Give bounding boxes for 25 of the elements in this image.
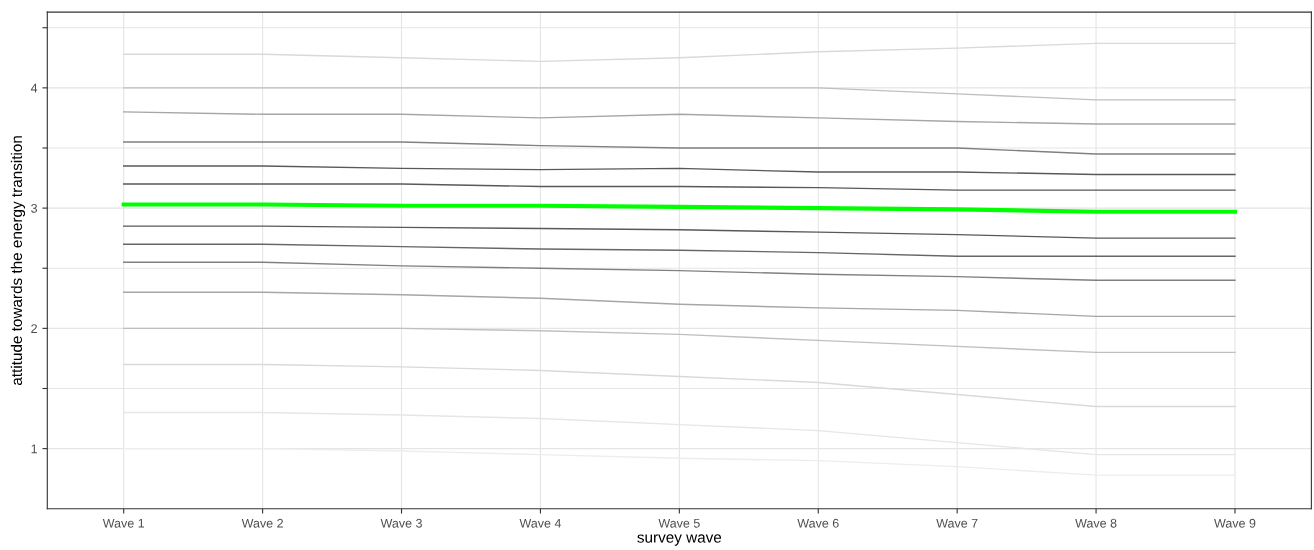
x-tick-label: Wave 1	[102, 518, 145, 528]
line-series	[123, 291, 1236, 318]
y-tick-label: 1	[31, 444, 37, 454]
line-series	[121, 202, 1238, 214]
x-tick-label: Wave 6	[797, 518, 839, 528]
x-tick-label: Wave 9	[1214, 518, 1256, 528]
x-tick-label: Wave 3	[380, 518, 422, 528]
x-axis-title: survey wave	[637, 534, 722, 546]
line-series	[123, 327, 1236, 354]
y-tick-label: 2	[31, 324, 37, 333]
line-series	[123, 183, 1236, 191]
line-series	[123, 111, 1236, 125]
line-series	[123, 225, 1236, 239]
x-tick-label: Wave 7	[936, 518, 978, 528]
x-tick-label: Wave 8	[1075, 518, 1117, 528]
line-series	[123, 141, 1236, 155]
x-tick-label: Wave 4	[519, 518, 562, 528]
y-tick-label: 3	[31, 203, 38, 213]
x-tick-label: Wave 5	[658, 518, 700, 528]
y-tick-label: 4	[30, 83, 38, 93]
line-series	[123, 165, 1236, 176]
line-series	[123, 261, 1236, 281]
y-axis-title: attitude towards the energy transition	[10, 136, 26, 386]
line-series	[123, 243, 1236, 257]
x-tick-label: Wave 2	[241, 518, 283, 528]
